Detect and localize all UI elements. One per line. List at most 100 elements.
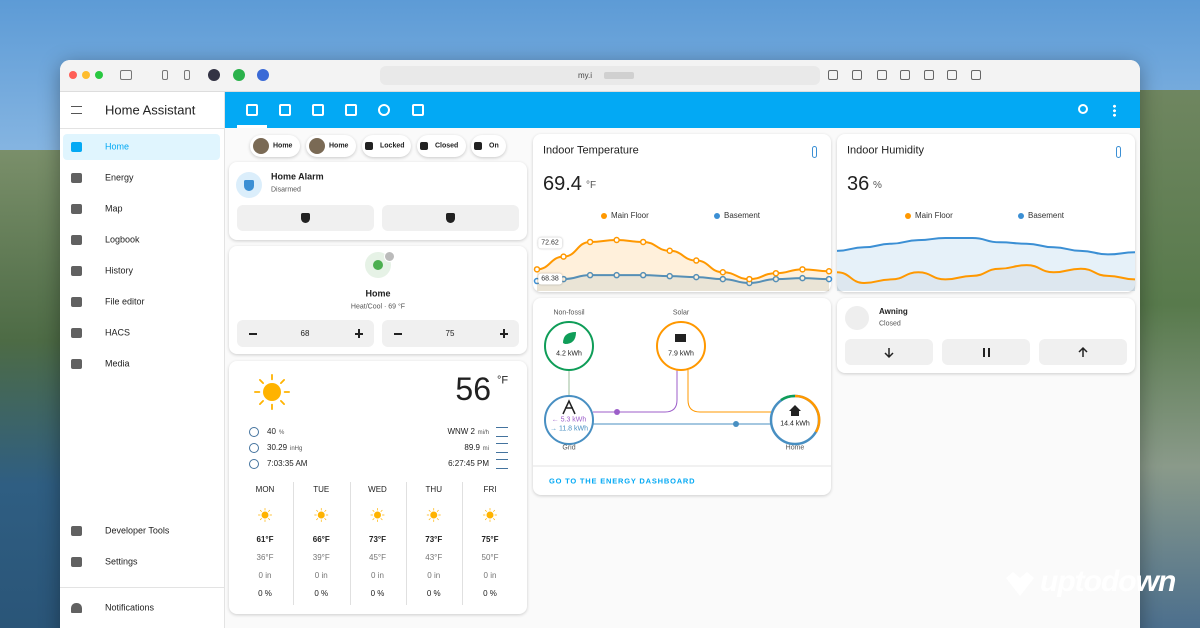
- cover-button[interactable]: [845, 339, 933, 365]
- sensor-unit: %: [873, 180, 882, 191]
- chip-label: Home: [273, 142, 293, 150]
- more-icon[interactable]: [1113, 104, 1116, 117]
- view-tab-icon[interactable]: [246, 104, 258, 116]
- search-icon[interactable]: [1078, 104, 1088, 114]
- attribute-value: 30.29: [267, 443, 288, 452]
- attribute-unit: mi: [482, 446, 489, 452]
- plus-button[interactable]: [358, 329, 360, 338]
- window-control[interactable]: [69, 71, 77, 79]
- toolbar-icon[interactable]: [162, 70, 168, 80]
- thermostat-state: Heat/Cool · 69 °F: [350, 303, 406, 311]
- toolbar-icon[interactable]: [852, 70, 862, 80]
- toolbar-icon[interactable]: [971, 70, 981, 80]
- energy-value: 4.2 kWh: [556, 350, 582, 358]
- toolbar-icon[interactable]: [947, 70, 957, 80]
- chip[interactable]: [417, 135, 466, 157]
- chip-icon: [365, 142, 373, 150]
- energy-value: 7.9 kWh: [668, 350, 694, 358]
- forecast-probability: 0 %: [426, 589, 441, 598]
- view-tab-icon[interactable]: [345, 104, 357, 116]
- energy-link[interactable]: GO TO THE ENERGY DASHBOARD: [549, 476, 696, 486]
- nav-item[interactable]: Map: [105, 203, 123, 214]
- legend-dot: [601, 213, 607, 219]
- energy-label: Non-fossil: [553, 309, 585, 317]
- cover-button[interactable]: [1039, 339, 1127, 365]
- minus-button[interactable]: [249, 333, 257, 335]
- window-control[interactable]: [82, 71, 90, 79]
- thermostat-badge: [384, 251, 395, 262]
- nav-icon: [71, 173, 82, 183]
- attribute-icon: [249, 459, 259, 469]
- extension-icon[interactable]: [257, 69, 269, 81]
- alarm-state: Disarmed: [271, 186, 301, 194]
- nav-icon: [71, 204, 82, 214]
- nav-item[interactable]: File editor: [105, 296, 145, 307]
- forecast-probability: 0 %: [258, 589, 272, 598]
- toolbar-icon[interactable]: [924, 70, 934, 80]
- nav-item[interactable]: Energy: [105, 172, 134, 183]
- window-control[interactable]: [95, 71, 103, 79]
- card-icon: [812, 146, 817, 158]
- setpoint-value: 68: [300, 329, 310, 338]
- sensor-value: 69.4: [543, 173, 582, 195]
- nav-item[interactable]: Logbook: [105, 234, 140, 245]
- forecast-high: 73°F: [369, 535, 386, 544]
- menu-icon[interactable]: [71, 106, 82, 114]
- view-tab-icon[interactable]: [279, 104, 291, 116]
- setpoint-control: [382, 320, 519, 347]
- attribute-value: 6:27:45 PM: [448, 459, 489, 468]
- toolbar-icon[interactable]: [184, 70, 190, 80]
- forecast-divider: [405, 482, 407, 605]
- sensor-unit: °F: [586, 180, 597, 191]
- divider: [60, 128, 225, 129]
- plus-button[interactable]: [503, 329, 505, 338]
- toolbar-icon[interactable]: [900, 70, 910, 80]
- nav-item[interactable]: History: [105, 265, 134, 276]
- energy-label: Home: [785, 444, 805, 452]
- toolbar-icon[interactable]: [828, 70, 838, 80]
- nav-item[interactable]: HACS: [105, 327, 131, 338]
- chart-label: 72.62: [538, 237, 562, 249]
- nav-item[interactable]: Settings: [105, 556, 138, 567]
- nav-item[interactable]: Home: [105, 141, 130, 152]
- toolbar-icon[interactable]: [877, 70, 887, 80]
- nav-item[interactable]: Developer Tools: [105, 525, 170, 536]
- arm-icon: [301, 213, 310, 223]
- url-bar[interactable]: [380, 66, 820, 85]
- watermark: uptodown: [1040, 565, 1176, 598]
- temperature-card: [533, 134, 831, 292]
- forecast-probability: 0 %: [314, 589, 329, 598]
- view-tab-icon[interactable]: [412, 104, 424, 116]
- sidebar: [60, 92, 225, 628]
- chip[interactable]: [471, 135, 506, 157]
- forecast-day: TUE: [313, 485, 330, 494]
- legend-dot: [905, 213, 911, 219]
- nav-item[interactable]: Media: [105, 358, 130, 369]
- chart-label: 68.38: [538, 273, 562, 285]
- url-text: my.i: [577, 71, 593, 80]
- legend-label: Basement: [1028, 211, 1065, 220]
- toolbar-icon[interactable]: [120, 70, 132, 80]
- weather-temperature: 56: [455, 371, 491, 407]
- sidebar-title: Home Assistant: [105, 102, 196, 118]
- weather-unit: °F: [497, 374, 509, 387]
- forecast-divider: [293, 482, 295, 605]
- nav-item[interactable]: Notifications: [105, 602, 155, 613]
- alarm-name: Home Alarm: [271, 171, 324, 182]
- minus-button[interactable]: [394, 333, 402, 335]
- url-blur: [604, 72, 634, 79]
- forecast-day: WED: [368, 485, 387, 494]
- extension-icon[interactable]: [208, 69, 220, 81]
- extension-icon[interactable]: [233, 69, 245, 81]
- attribute-icon: [249, 427, 259, 437]
- forecast-precipitation: 0 in: [314, 571, 328, 580]
- divider: [60, 587, 225, 588]
- avatar: [309, 138, 325, 154]
- view-tab-icon[interactable]: [312, 104, 324, 116]
- attribute-unit: %: [279, 430, 285, 436]
- chip[interactable]: [362, 135, 411, 157]
- view-tab-icon[interactable]: [378, 104, 390, 116]
- cover-button[interactable]: [942, 339, 1030, 365]
- nav-icon: [71, 142, 82, 152]
